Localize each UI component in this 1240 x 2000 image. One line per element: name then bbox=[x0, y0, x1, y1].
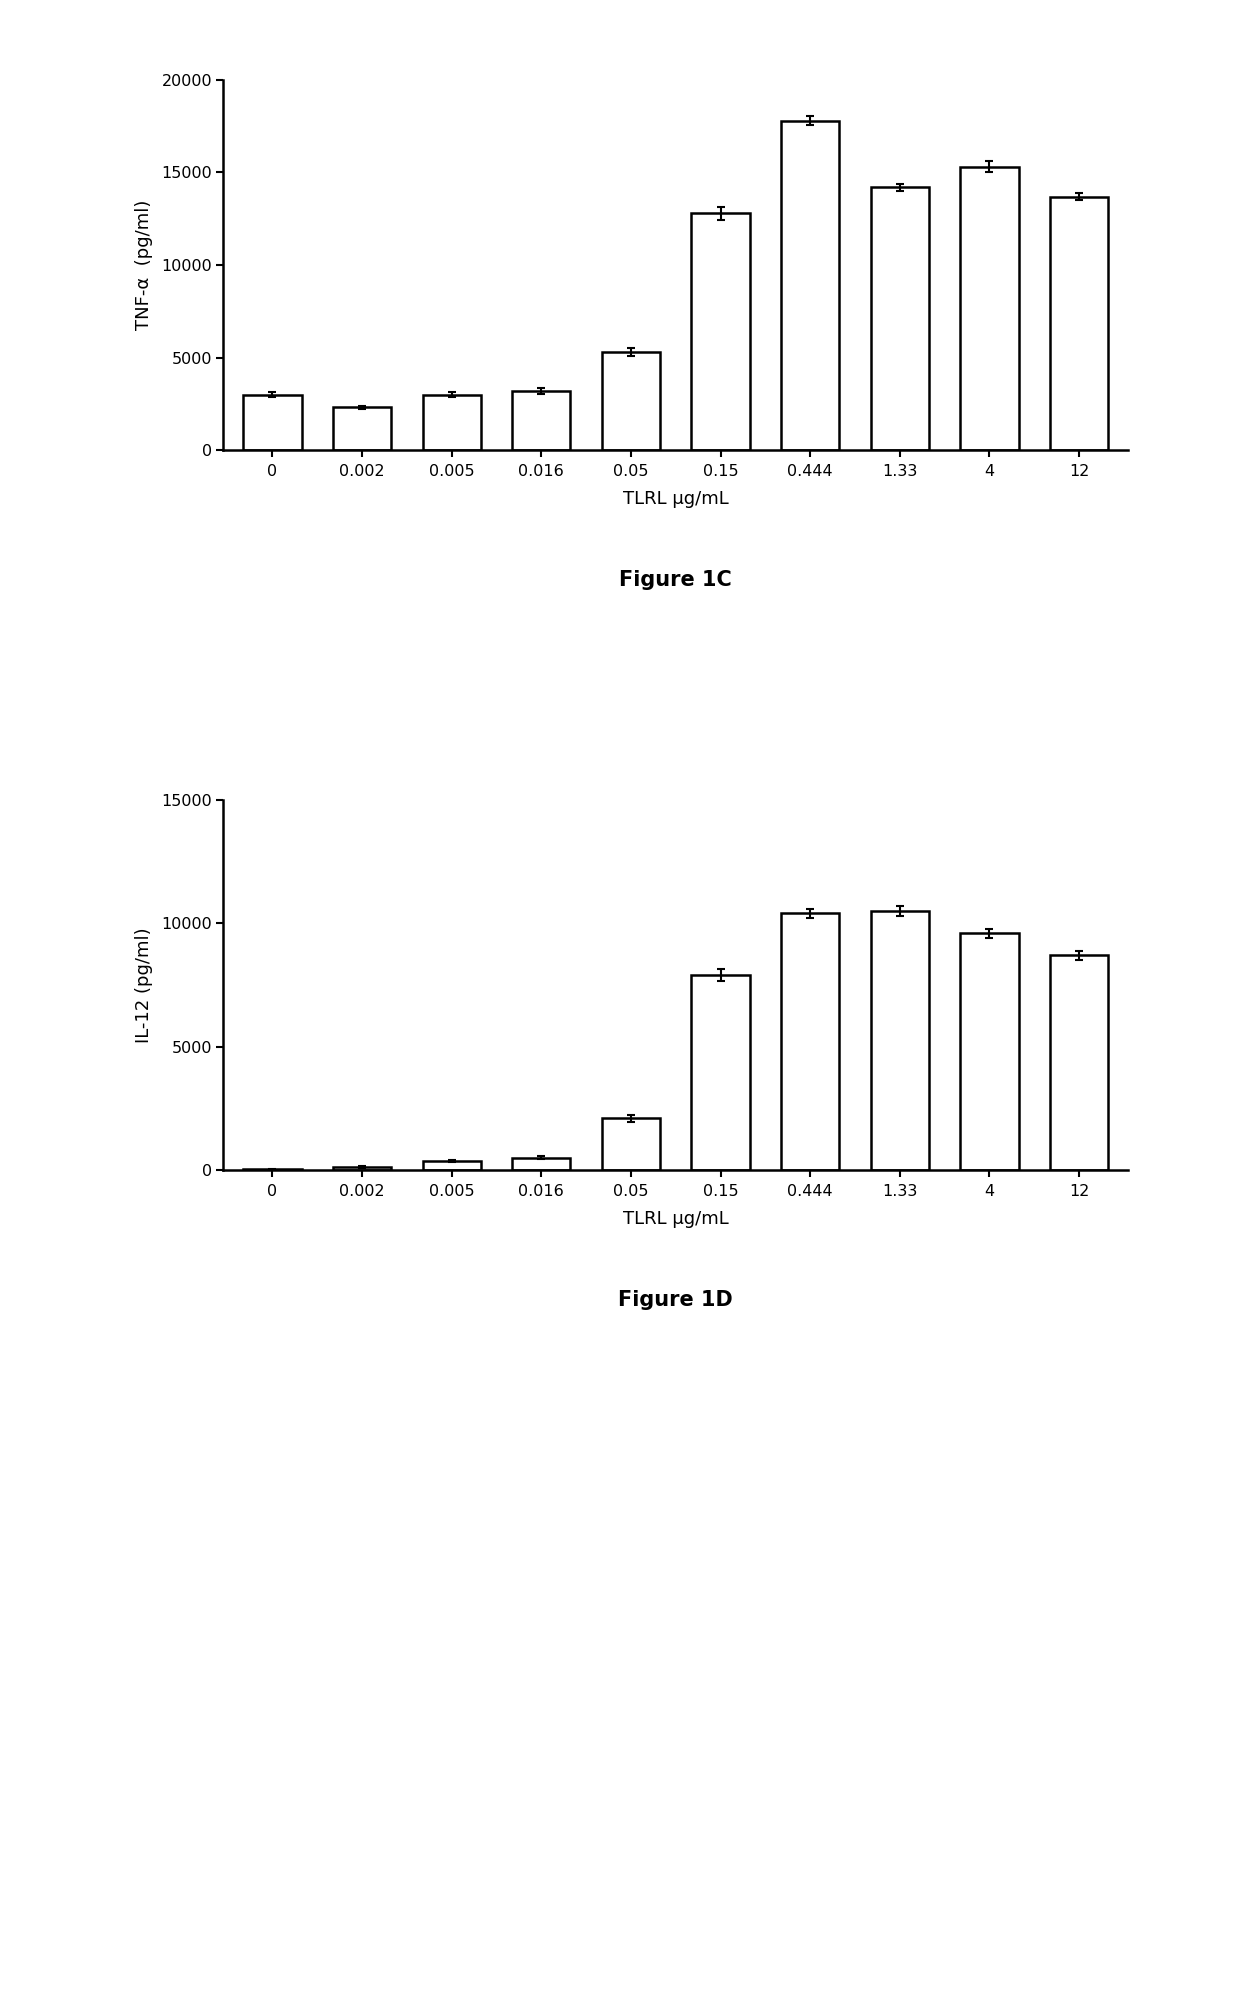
Bar bbox=[870, 188, 929, 450]
Bar bbox=[512, 390, 570, 450]
Bar bbox=[334, 1168, 392, 1170]
X-axis label: TLRL μg/mL: TLRL μg/mL bbox=[622, 1210, 729, 1228]
Bar bbox=[870, 912, 929, 1170]
Y-axis label: TNF-α  (pg/ml): TNF-α (pg/ml) bbox=[135, 200, 153, 330]
Bar bbox=[601, 1118, 660, 1170]
Bar bbox=[512, 1158, 570, 1170]
Bar bbox=[1050, 956, 1109, 1170]
Bar bbox=[423, 1162, 481, 1170]
Bar bbox=[243, 394, 301, 450]
Bar bbox=[692, 214, 750, 450]
Bar bbox=[781, 914, 839, 1170]
Bar bbox=[601, 352, 660, 450]
Y-axis label: IL-12 (pg/ml): IL-12 (pg/ml) bbox=[135, 928, 153, 1042]
Text: Figure 1D: Figure 1D bbox=[619, 1290, 733, 1310]
Bar bbox=[781, 120, 839, 450]
Bar bbox=[1050, 196, 1109, 450]
Text: Figure 1C: Figure 1C bbox=[620, 570, 732, 590]
Bar bbox=[960, 934, 1018, 1170]
Bar bbox=[423, 394, 481, 450]
X-axis label: TLRL μg/mL: TLRL μg/mL bbox=[622, 490, 729, 508]
Bar bbox=[334, 408, 392, 450]
Bar bbox=[960, 166, 1018, 450]
Bar bbox=[692, 976, 750, 1170]
